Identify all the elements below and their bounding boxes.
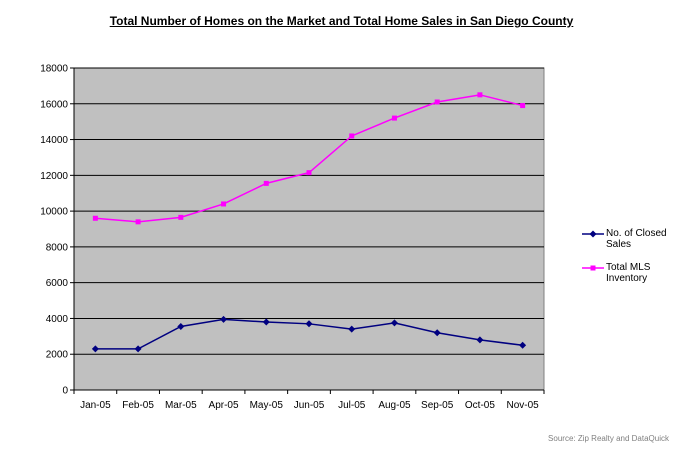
x-tick-label: May-05 <box>250 400 284 411</box>
legend-label-mls-inventory: Total MLS Inventory <box>606 262 651 284</box>
data-point-diamond <box>91 345 99 353</box>
x-tick-label: Jun-05 <box>294 400 325 411</box>
y-tick-label: 8000 <box>46 242 69 253</box>
data-point-diamond <box>390 319 398 327</box>
data-point-square <box>434 99 440 105</box>
y-tick-label: 10000 <box>40 207 68 218</box>
series-layer <box>91 92 527 353</box>
x-tick-label: Sep-05 <box>421 400 454 411</box>
x-axis-ticks: Jan-05 Feb-05 Mar-05 Apr-05 May-05 Jun-05 Jul-… <box>73 390 545 411</box>
y-tick-label: 16000 <box>40 99 68 110</box>
x-tick-label: Jan-05 <box>80 400 111 411</box>
y-tick-label: 18000 <box>40 64 68 75</box>
source-note: Source: Zip Realty and DataQuick <box>548 434 669 443</box>
data-point-square <box>520 103 526 109</box>
data-point-diamond <box>305 320 313 328</box>
x-tick-label: Nov-05 <box>507 400 540 411</box>
data-point-diamond <box>262 318 270 326</box>
series-1 <box>92 92 526 225</box>
chart-title: Total Number of Homes on the Market and … <box>109 14 574 28</box>
y-tick-label: 0 <box>62 386 68 397</box>
data-point-diamond <box>476 336 484 344</box>
data-point-square <box>349 133 355 139</box>
y-tick-label: 12000 <box>40 171 68 182</box>
data-point-diamond <box>433 329 441 337</box>
legend-entry-mls-inventory: Total MLS Inventory <box>582 262 682 284</box>
x-tick-label: Jul-05 <box>338 400 366 411</box>
axes <box>73 68 544 391</box>
legend-label-closed-sales: No. of Closed Sales <box>606 228 667 250</box>
data-point-square <box>306 170 312 176</box>
data-point-diamond <box>134 345 142 353</box>
x-tick-label: Mar-05 <box>165 400 197 411</box>
y-tick-label: 6000 <box>46 278 69 289</box>
data-point-square <box>477 92 483 98</box>
data-point-diamond <box>177 322 185 330</box>
legend: No. of Closed Sales Total MLS Inventory <box>582 228 682 296</box>
data-point-square <box>263 180 269 186</box>
data-point-square <box>391 115 397 121</box>
x-tick-label: Feb-05 <box>122 400 154 411</box>
data-point-square <box>135 219 141 225</box>
x-tick-label: Apr-05 <box>209 400 239 411</box>
legend-entry-closed-sales: No. of Closed Sales <box>582 228 682 250</box>
x-tick-label: Aug-05 <box>378 400 411 411</box>
series-0 <box>91 315 527 353</box>
data-point-diamond <box>519 341 527 349</box>
diamond-marker-icon <box>582 230 604 238</box>
data-point-square <box>221 201 227 207</box>
data-point-square <box>178 214 184 220</box>
y-tick-label: 14000 <box>40 135 68 146</box>
x-tick-label: Oct-05 <box>465 400 495 411</box>
plot-area <box>73 67 545 391</box>
data-point-square <box>92 215 98 221</box>
gridlines <box>74 67 544 355</box>
data-point-diamond <box>348 325 356 333</box>
y-tick-label: 4000 <box>46 314 69 325</box>
data-point-diamond <box>220 315 228 323</box>
y-tick-label: 2000 <box>46 350 69 361</box>
square-marker-icon <box>582 265 604 271</box>
y-axis-ticks: 0 2000 4000 6000 8000 10000 12000 14000 16000 180… <box>40 64 74 397</box>
